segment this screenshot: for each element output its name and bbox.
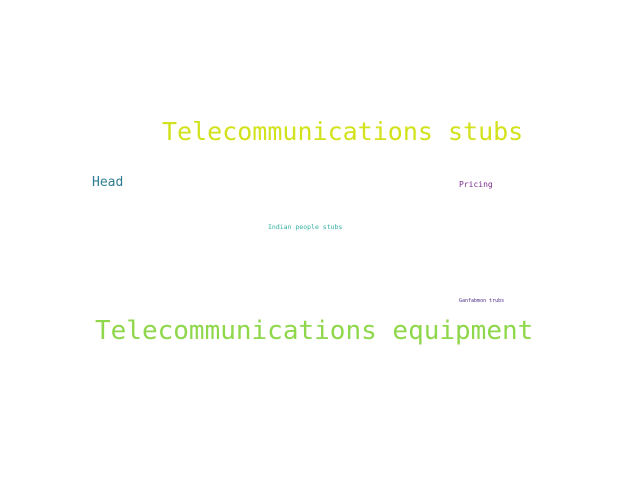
word-head: Head	[92, 175, 124, 190]
word-indian-people-stubs: Indian people stubs	[268, 223, 343, 231]
word-small-stubs: Ganfabmon trubs	[459, 298, 505, 304]
word-telecommunications-stubs: Telecommunications stubs	[162, 117, 524, 146]
word-pricing: Pricing	[459, 180, 493, 189]
word-telecommunications-equipment: Telecommunications equipment	[95, 316, 534, 346]
